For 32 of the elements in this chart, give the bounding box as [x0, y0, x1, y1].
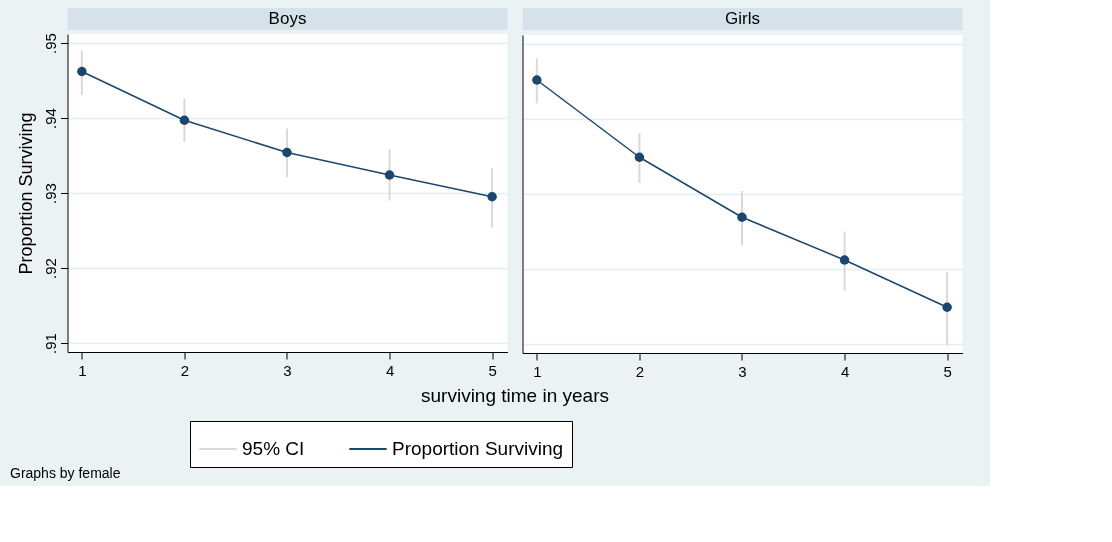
y-axis-title: Proportion Surviving [16, 112, 36, 275]
x-axis-title: surviving time in years [421, 385, 609, 406]
y-tick-label: .94 [42, 108, 59, 129]
chart-title: Girls [725, 9, 760, 28]
y-tick-label: .93 [42, 183, 59, 204]
point [384, 170, 395, 180]
point [942, 302, 952, 312]
x-tick-label: 1 [78, 361, 87, 379]
point [487, 192, 497, 202]
chart-title: Boys [268, 9, 307, 28]
point [532, 75, 542, 85]
point [634, 152, 645, 162]
y-tick-label: .91 [42, 333, 59, 354]
text: 95% CI [242, 438, 305, 459]
x-tick-label: 1 [533, 362, 542, 380]
legend-label: Proportion Surviving [392, 438, 564, 459]
x-tick-label: 3 [738, 362, 747, 380]
text: Graphs by female [10, 465, 121, 481]
x-tick-label: 2 [180, 361, 190, 379]
x-tick-label: 5 [488, 361, 497, 379]
x-tick-label: 4 [840, 362, 850, 380]
x-tick-label: 2 [635, 362, 645, 380]
point [737, 212, 747, 222]
x-tick-label: 4 [385, 361, 395, 379]
x-tick-label: 5 [943, 362, 952, 380]
point [179, 115, 190, 125]
point [839, 255, 850, 265]
point [77, 66, 87, 77]
y-tick-label: .92 [42, 258, 59, 279]
point [282, 147, 292, 158]
x-tick-label: 3 [283, 361, 292, 379]
y-tick-label: .95 [42, 33, 59, 54]
